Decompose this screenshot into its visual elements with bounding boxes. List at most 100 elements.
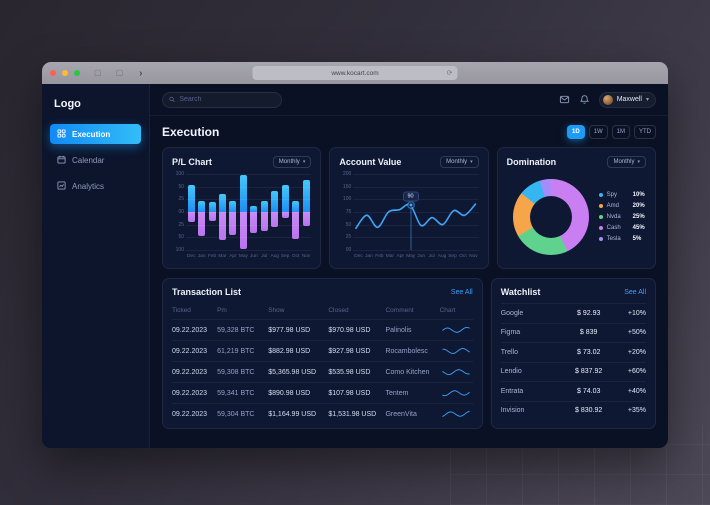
calendar-icon: [57, 155, 66, 166]
cell-date: 09.22.2023: [172, 382, 218, 404]
gridline: [186, 186, 312, 188]
x-tick-label: Aug: [270, 254, 279, 259]
cell-pm: 61,219 BTC: [217, 340, 269, 362]
domination-donut-chart: [512, 179, 589, 255]
timeframe-button-ytd[interactable]: YTD: [634, 125, 656, 139]
gridline: [186, 250, 312, 251]
forward-icon[interactable]: ›: [139, 67, 143, 79]
search-bar[interactable]: [162, 91, 282, 108]
loss-bar: [292, 212, 300, 239]
x-tick-label: Sep: [280, 254, 290, 259]
loss-bar: [281, 212, 289, 219]
watchlist-price: $ 839: [579, 329, 598, 337]
y-tick-label: 50: [345, 221, 352, 228]
transaction-list-card: Transaction List See All Ticked Pm Show Clo…: [162, 278, 483, 429]
column-header-chart: Chart: [439, 307, 456, 314]
gridline: [186, 224, 312, 226]
search-icon: [169, 96, 175, 103]
title-row: Execution 1D 1W 1M YTD: [162, 125, 656, 139]
transaction-list-title: Transaction List: [172, 287, 242, 297]
profit-bar: [219, 194, 227, 212]
x-tick-label: Jan: [197, 254, 206, 259]
watchlist-change: +50%: [627, 329, 646, 337]
legend-label: Nvda: [606, 214, 621, 220]
account-chart-x-axis: Dec Jan Feb Mar Apr May Jun Jul Aug Sep Oct Nov: [353, 254, 478, 259]
watchlist-change: +40%: [627, 387, 646, 395]
url-text: www.kocart.com: [331, 69, 379, 77]
user-menu[interactable]: Maxwell ▾: [598, 91, 656, 108]
cell-comment: Rocambolesc: [385, 340, 440, 362]
watchlist-row-trello[interactable]: Trello $ 73.02 +20%: [500, 342, 646, 362]
x-tick-label: Jun: [417, 254, 426, 259]
table-row[interactable]: 09.22.2023 59,341 BTC $890.98 USD $107.98 U…: [172, 382, 473, 404]
sidebar-item-execution[interactable]: Execution: [50, 124, 141, 144]
account-chart-y-axis: 200 150 100 75 50 25 00: [339, 171, 353, 253]
minimize-window-button[interactable]: [62, 70, 68, 76]
watchlist-name: Lendio: [500, 368, 522, 376]
timeframe-button-1d[interactable]: 1D: [566, 125, 585, 139]
app-logo: Logo: [54, 98, 81, 110]
cell-pm: 59,328 BTC: [217, 319, 269, 341]
sidebar-item-calendar[interactable]: Calendar: [50, 150, 141, 170]
point-tooltip: 90: [402, 191, 419, 202]
timeframe-button-1m[interactable]: 1M: [611, 125, 630, 139]
notifications-icon[interactable]: [579, 94, 590, 105]
table-row[interactable]: 09.22.2023 59,308 BTC $5,365.98 USD $535.98…: [172, 361, 473, 383]
x-tick-label: Jul: [428, 254, 435, 259]
watchlist-row-figma[interactable]: Figma $ 839 +50%: [500, 322, 646, 343]
sidebar-item-label: Analytics: [72, 181, 105, 191]
x-tick-label: Dec: [354, 254, 363, 259]
legend-value: 5%: [632, 236, 642, 242]
watchlist-row-lendio[interactable]: Lendio $ 837.92 +60%: [500, 361, 646, 382]
domination-period-dropdown[interactable]: Monthly ▾: [607, 156, 646, 168]
table-row[interactable]: 09.22.2023 59,304 BTC $1,164.99 USD $1,531.…: [172, 403, 473, 425]
legend-item-amd: Amd 20%: [598, 203, 645, 209]
watchlist-row-invision[interactable]: Invision $ 830.92 +35%: [500, 400, 646, 421]
tabs-icon[interactable]: ▢: [115, 68, 124, 77]
address-bar[interactable]: www.kocart.com ⟳: [252, 66, 458, 80]
legend-label: Tesla: [606, 236, 621, 242]
loss-bar: [260, 212, 268, 232]
reload-icon[interactable]: ⟳: [446, 70, 453, 77]
pl-chart-period-dropdown[interactable]: Monthly ▾: [272, 156, 312, 168]
transactions-header-row: Ticked Pm Show Closed Comment Chart: [172, 303, 473, 320]
loss-bar: [229, 212, 237, 235]
pl-chart-y-axis: 100 50 25 00 25 50 100: [172, 171, 186, 253]
column-header-comment: Comment: [385, 307, 414, 314]
table-row[interactable]: 09.22.2023 61,219 BTC $882.98 USD $927.98 U…: [172, 340, 473, 362]
charts-row: P/L Chart Monthly ▾ 100 50 25 00 25 50 100: [162, 147, 656, 269]
cell-date: 09.22.2023: [172, 361, 218, 383]
watchlist-name: Trello: [500, 348, 518, 356]
close-window-button[interactable]: [50, 70, 56, 76]
cell-show: $890.98 USD: [268, 382, 329, 404]
topbar: Maxwell ▾: [150, 84, 668, 116]
pl-chart-card: P/L Chart Monthly ▾ 100 50 25 00 25 50 100: [162, 147, 322, 269]
zoom-window-button[interactable]: [74, 70, 80, 76]
watchlist-rows: Google $ 92.93 +10% Figma $ 839 +50% Trello $ 7…: [500, 303, 646, 421]
profit-bar: [281, 185, 289, 212]
timeframe-button-1w[interactable]: 1W: [588, 125, 608, 139]
account-value-period-dropdown[interactable]: Monthly ▾: [440, 156, 479, 168]
profit-bar: [250, 205, 258, 212]
watchlist-row-google[interactable]: Google $ 92.93 +10%: [500, 303, 646, 323]
bar-column-dec: [186, 174, 196, 250]
watchlist-see-all-link[interactable]: See All: [624, 288, 646, 296]
transactions-see-all-link[interactable]: See All: [450, 288, 473, 296]
sidebar-item-analytics[interactable]: Analytics: [50, 176, 141, 196]
y-tick-label: 25: [178, 221, 184, 228]
search-input[interactable]: [179, 96, 275, 103]
cell-close: $1,531.98 USD: [328, 403, 386, 425]
y-tick-label: 00: [178, 209, 184, 215]
x-tick-label: Sep: [448, 254, 457, 259]
x-tick-label: Feb: [207, 254, 217, 259]
sidebar-toggle-icon[interactable]: ▢: [94, 68, 102, 77]
x-tick-label: Feb: [375, 254, 384, 259]
legend-dot: [598, 204, 603, 208]
grid-icon: [57, 128, 66, 140]
app-root: Logo Execution Calendar Analytics Maxwell …: [42, 84, 668, 448]
watchlist-row-entrata[interactable]: Entrata $ 74.03 +40%: [500, 381, 646, 401]
table-row[interactable]: 09.22.2023 59,328 BTC $977.98 USD $970.98 U…: [172, 319, 473, 341]
profit-bar: [187, 185, 195, 212]
messages-icon[interactable]: [559, 94, 570, 105]
watchlist-price: $ 837.92: [575, 368, 603, 376]
